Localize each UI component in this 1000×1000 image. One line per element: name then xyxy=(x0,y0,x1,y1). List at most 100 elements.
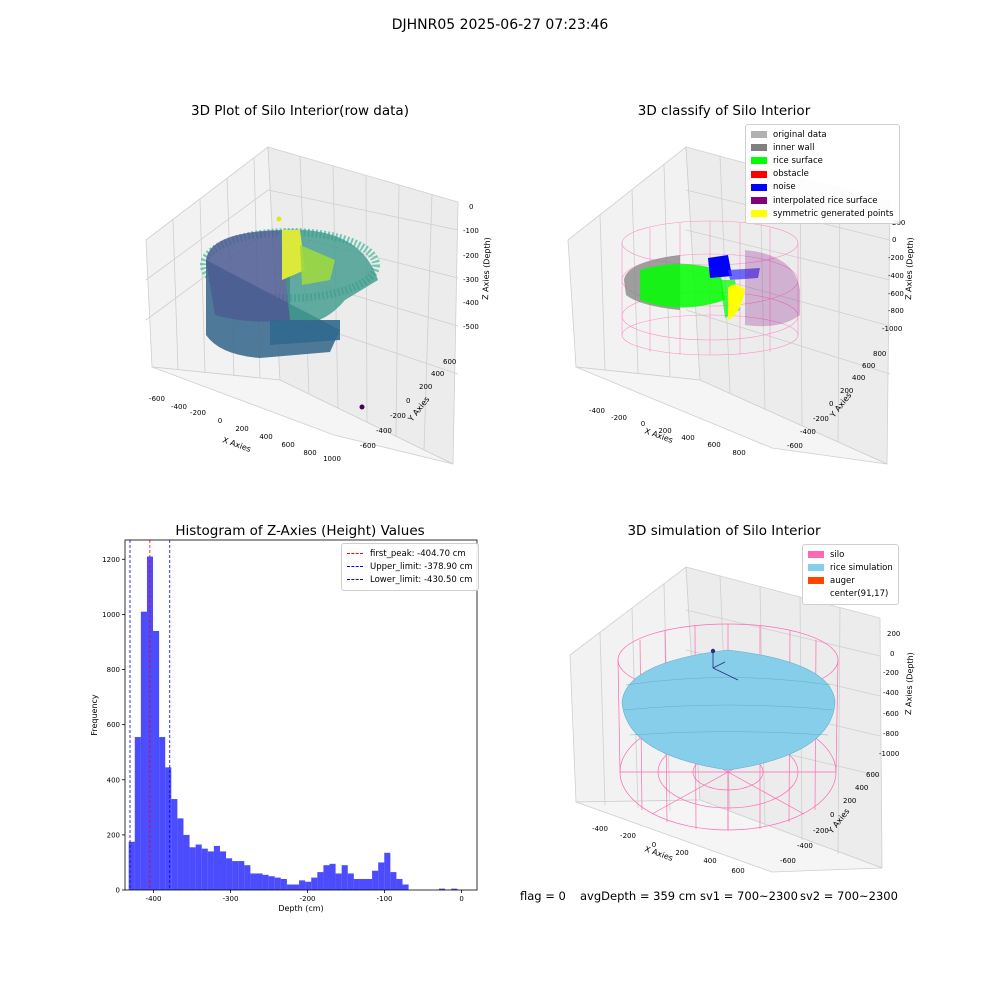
histogram-bar xyxy=(372,870,379,890)
classify-y-ticks: -600 -400 -200 0 200 400 600 800 xyxy=(787,350,886,450)
legend-label: rice surface xyxy=(773,155,823,166)
histogram-bar xyxy=(177,818,184,890)
histogram-bar xyxy=(353,878,360,890)
raw-ztick: -300 xyxy=(463,276,479,284)
raw-xtick: -200 xyxy=(190,409,206,417)
legend-label: noise xyxy=(773,182,796,193)
simulation-x-label: X Axies xyxy=(643,844,674,863)
histogram-bars xyxy=(128,556,458,890)
histogram-bar xyxy=(232,861,239,890)
histogram-bar xyxy=(226,858,233,890)
raw-ytick: -600 xyxy=(360,442,376,450)
simulation-legend: silo rice simulation auger center(91,17) xyxy=(802,544,899,605)
classify-ztick: -200 xyxy=(888,254,904,262)
classify-ztick: -1000 xyxy=(882,325,902,333)
histogram-bar xyxy=(153,630,160,890)
x-tick-label: -100 xyxy=(377,895,393,903)
simulation-z-ticks: 200 0 -200 -400 -600 -800 -1000 xyxy=(879,630,900,758)
classify-ztick: -600 xyxy=(888,290,904,298)
legend-item-upper-limit: Upper_limit: -378.90 cm xyxy=(347,560,473,573)
raw-ytick: 400 xyxy=(431,370,444,378)
legend-item-noise: noise xyxy=(751,181,894,194)
y-tick-label: 200 xyxy=(107,831,120,839)
legend-label: first_peak: -404.70 cm xyxy=(370,548,466,559)
simulation-ytick: -600 xyxy=(780,857,796,865)
simulation-x-ticks: -400 -200 0 200 400 600 xyxy=(592,825,745,875)
histogram-bar xyxy=(292,884,300,890)
histogram-bar xyxy=(268,876,275,890)
legend-label: interpolated rice surface xyxy=(773,195,878,206)
legend-label: symmetric generated points xyxy=(773,208,894,219)
simulation-ztick: -1000 xyxy=(879,750,899,758)
histogram-bar xyxy=(384,852,391,890)
legend-item-first-peak: first_peak: -404.70 cm xyxy=(347,547,473,560)
histogram-x-ticks: -400 -300 -200 -100 0 xyxy=(146,890,464,903)
histogram-bar xyxy=(396,878,403,890)
raw-xtick: 0 xyxy=(218,417,222,425)
histogram-bar xyxy=(347,873,354,890)
legend-label: Lower_limit: -430.50 cm xyxy=(370,574,473,585)
legend-swatch xyxy=(751,183,767,191)
histogram-bar xyxy=(171,799,178,890)
simulation-ztick: 0 xyxy=(890,650,894,658)
histogram-bar xyxy=(280,878,287,890)
simulation-z-label: Z Axies (Depth) xyxy=(904,652,915,715)
histogram-bar xyxy=(183,834,190,890)
raw-x-ticks: -600 -400 -200 0 200 400 600 800 1000 xyxy=(149,395,341,463)
simulation-plot-title: 3D simulation of Silo Interior xyxy=(627,523,821,539)
raw-3d-plot[interactable]: -600 -400 -200 0 200 400 600 800 1000 X … xyxy=(120,130,500,470)
simulation-ztick: 200 xyxy=(887,630,900,638)
simulation-xtick: -200 xyxy=(620,832,636,840)
classify-ytick: 800 xyxy=(873,350,886,358)
raw-plot-title: 3D Plot of Silo Interior(row data) xyxy=(191,103,409,119)
raw-x-label: X Axies xyxy=(221,435,252,454)
legend-swatch xyxy=(751,131,767,139)
histogram-bar xyxy=(256,873,263,890)
classify-3d-axes-box xyxy=(567,146,891,465)
legend-item-center: center(91,17) xyxy=(808,588,893,601)
raw-ztick: -100 xyxy=(463,227,479,235)
classify-ytick: -200 xyxy=(813,415,829,423)
simulation-3d-plot[interactable]: -400 -200 0 200 400 600 X Axies -600 -40… xyxy=(560,550,940,885)
histogram-title: Histogram of Z-Axies (Height) Values xyxy=(175,523,425,539)
legend-item-rice-surface: rice surface xyxy=(751,154,894,167)
legend-item-original-data: original data xyxy=(751,128,894,141)
classify-plot-title: 3D classify of Silo Interior xyxy=(637,103,811,119)
histogram-bar xyxy=(439,888,446,890)
histogram-bar xyxy=(390,872,397,890)
histogram-bar xyxy=(299,880,306,890)
classify-3d-plot[interactable]: -400 -200 0 200 400 600 800 X Axies -600… xyxy=(560,130,940,470)
legend-item-interpolated: interpolated rice surface xyxy=(751,194,894,207)
histogram-chart[interactable]: -400 -300 -200 -100 0 020040060080010001200 … xyxy=(80,535,490,920)
raw-xtick: -600 xyxy=(149,395,165,403)
y-tick-label: 800 xyxy=(107,666,120,674)
histogram-bar xyxy=(451,888,458,890)
simulation-ztick: -200 xyxy=(883,669,899,677)
x-tick-label: -400 xyxy=(146,895,162,903)
legend-line xyxy=(347,553,363,555)
histogram-bar xyxy=(250,873,257,890)
legend-label: silo xyxy=(830,549,845,560)
histogram-bar xyxy=(366,878,373,890)
classify-ztick: -800 xyxy=(888,307,904,315)
classify-xtick: 200 xyxy=(658,427,671,435)
simulation-ytick: 600 xyxy=(866,771,879,779)
raw-xtick: -400 xyxy=(171,403,187,411)
histogram-bar xyxy=(329,863,336,890)
legend-swatch xyxy=(808,564,824,572)
simulation-auger xyxy=(710,648,739,681)
histogram-bar xyxy=(402,884,409,890)
simulation-y-ticks: -600 -400 -200 0 200 400 600 xyxy=(780,771,879,865)
classify-ytick: -400 xyxy=(800,428,816,436)
histogram-bar xyxy=(146,556,154,890)
histogram-y-ticks: 0 200 400 600 800 1000 1200 xyxy=(102,556,125,895)
raw-xtick: 400 xyxy=(259,433,272,441)
legend-item-silo: silo xyxy=(808,548,893,561)
classify-legend: original data inner wall rice surface ob… xyxy=(745,124,900,225)
legend-line xyxy=(347,579,363,581)
x-tick-label: 0 xyxy=(459,895,463,903)
histogram-bar xyxy=(262,874,269,890)
y-tick-label: 1000 xyxy=(102,611,120,619)
legend-item-lower-limit: Lower_limit: -430.50 cm xyxy=(347,573,473,586)
y-tick-label: 400 xyxy=(107,776,120,784)
